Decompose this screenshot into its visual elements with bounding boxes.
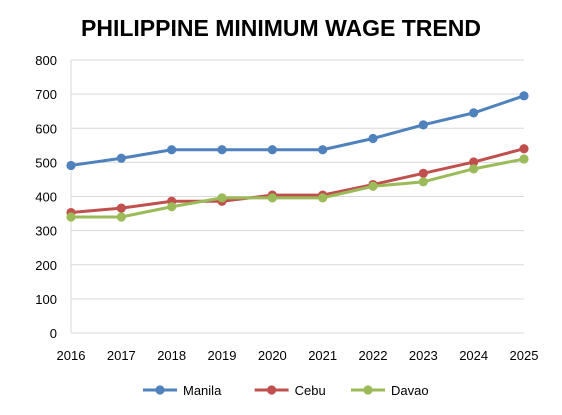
series-line <box>69 94 526 167</box>
series-manila <box>66 91 529 171</box>
data-point <box>167 145 177 155</box>
x-tick-label: 2022 <box>359 348 388 363</box>
series-line <box>69 147 526 215</box>
data-point <box>519 91 529 101</box>
data-point <box>469 164 479 174</box>
data-point <box>66 160 76 171</box>
data-point <box>267 145 277 155</box>
x-tick-label: 2025 <box>510 348 539 363</box>
gridlines <box>71 59 524 300</box>
x-tick-label: 2017 <box>107 348 136 363</box>
x-tick-label: 2023 <box>409 348 438 363</box>
y-tick-label: 100 <box>35 292 57 307</box>
data-point <box>116 153 126 163</box>
legend-item-manila: Manila <box>143 383 222 398</box>
x-tick-label: 2019 <box>208 348 237 363</box>
data-point <box>66 212 76 222</box>
legend-marker <box>267 385 277 395</box>
data-point <box>418 177 428 187</box>
data-point <box>519 144 529 154</box>
chart-title: PHILIPPINE MINIMUM WAGE TREND <box>81 15 481 41</box>
y-tick-label: 700 <box>35 87 57 102</box>
data-point <box>469 157 479 167</box>
y-tick-label: 200 <box>35 258 57 273</box>
data-point <box>217 145 227 155</box>
data-point <box>116 212 126 222</box>
legend-marker <box>363 385 373 395</box>
legend-label: Manila <box>183 383 222 398</box>
data-point <box>167 202 177 212</box>
legend-label: Cebu <box>295 383 326 398</box>
data-point <box>368 181 378 191</box>
legend-item-cebu: Cebu <box>254 383 326 398</box>
y-tick-label: 300 <box>35 224 57 239</box>
data-point <box>217 193 227 203</box>
data-point <box>418 168 428 178</box>
series-davao <box>66 154 529 222</box>
legend: Manila Cebu Davao <box>143 383 429 398</box>
x-tick-label: 2024 <box>459 348 488 363</box>
data-point <box>318 145 328 155</box>
y-tick-label: 800 <box>35 53 57 68</box>
data-point <box>519 154 529 164</box>
x-tick-label: 2021 <box>308 348 337 363</box>
y-tick-label: 0 <box>50 326 57 341</box>
data-point <box>469 108 479 118</box>
legend-marker <box>155 385 165 395</box>
data-point <box>267 193 277 203</box>
legend-item-davao: Davao <box>351 383 429 398</box>
x-tick-label: 2016 <box>57 348 86 363</box>
y-tick-label: 600 <box>35 121 57 136</box>
series-line <box>69 157 526 219</box>
data-point <box>116 203 126 213</box>
y-tick-label: 500 <box>35 155 57 170</box>
axes: 0 100 200 300 400 500 600 700 800 2016 2017 2018 201… <box>35 53 538 363</box>
data-point <box>418 120 428 130</box>
data-point <box>318 193 328 203</box>
data-point <box>368 133 378 144</box>
y-tick-label: 400 <box>35 190 57 205</box>
legend-label: Davao <box>391 383 429 398</box>
series-lines <box>66 91 529 222</box>
x-tick-label: 2020 <box>258 348 287 363</box>
x-tick-label: 2018 <box>157 348 186 363</box>
